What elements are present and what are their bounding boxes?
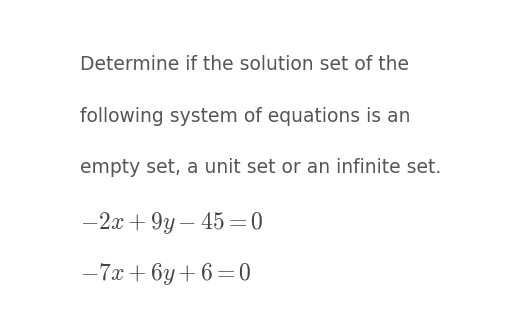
Text: following system of equations is an: following system of equations is an (80, 107, 411, 126)
Text: empty set, a unit set or an infinite set.: empty set, a unit set or an infinite set… (80, 158, 442, 177)
Text: $-2x + 9y - 45 = 0$: $-2x + 9y - 45 = 0$ (80, 210, 264, 236)
Text: $-7x + 6y + 6 = 0$: $-7x + 6y + 6 = 0$ (80, 261, 252, 287)
Text: Determine if the solution set of the: Determine if the solution set of the (80, 55, 409, 74)
